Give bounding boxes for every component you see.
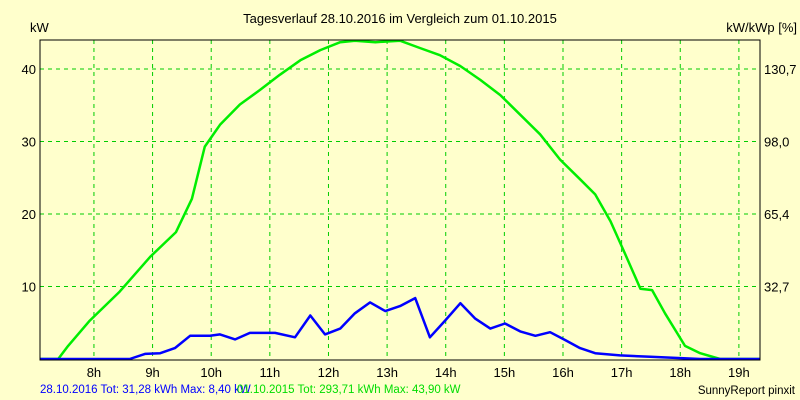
x-tick-label: 18h [669, 365, 691, 380]
x-tick-label: 8h [87, 365, 101, 380]
y-tick-label: 20 [22, 207, 36, 222]
x-tick-label: 19h [728, 365, 750, 380]
y-axis-right-label: kW/kWp [%] [726, 20, 797, 35]
footer-credit: SunnyReport pinxit [698, 385, 796, 397]
x-tick-label: 11h [259, 365, 280, 380]
series-line-01.10.2015 [40, 39, 760, 361]
chart-title: Tagesverlauf 28.10.2016 im Vergleich zum… [243, 11, 557, 26]
x-tick-label: 15h [494, 365, 516, 380]
x-tick-label: 9h [145, 365, 159, 380]
legend-blue: 28.10.2016 Tot: 31,28 kWh Max: 8,40 kW [40, 384, 251, 396]
x-tick-label: 16h [552, 365, 574, 380]
series-line-28.10.2016 [40, 296, 760, 361]
y-right-tick-label: 65,4 [764, 207, 789, 222]
y-tick-label: 10 [22, 280, 36, 295]
x-tick-label: 10h [200, 365, 222, 380]
y-axis-label: kW [30, 20, 50, 35]
x-tick-label: 12h [318, 365, 340, 380]
legend-green: 01.10.2015 Tot: 293,71 kWh Max: 43,90 kW [237, 384, 461, 396]
y-right-tick-label: 130,7 [764, 62, 797, 77]
plot-frame [39, 39, 761, 361]
y-right-tick-label: 98,0 [764, 135, 789, 150]
x-tick-label: 13h [376, 365, 398, 380]
y-tick-label: 30 [22, 135, 36, 150]
x-tick-label: 14h [435, 365, 457, 380]
y-tick-label: 40 [22, 62, 36, 77]
x-tick-label: 17h [611, 365, 633, 380]
y-right-tick-label: 32,7 [764, 280, 789, 295]
